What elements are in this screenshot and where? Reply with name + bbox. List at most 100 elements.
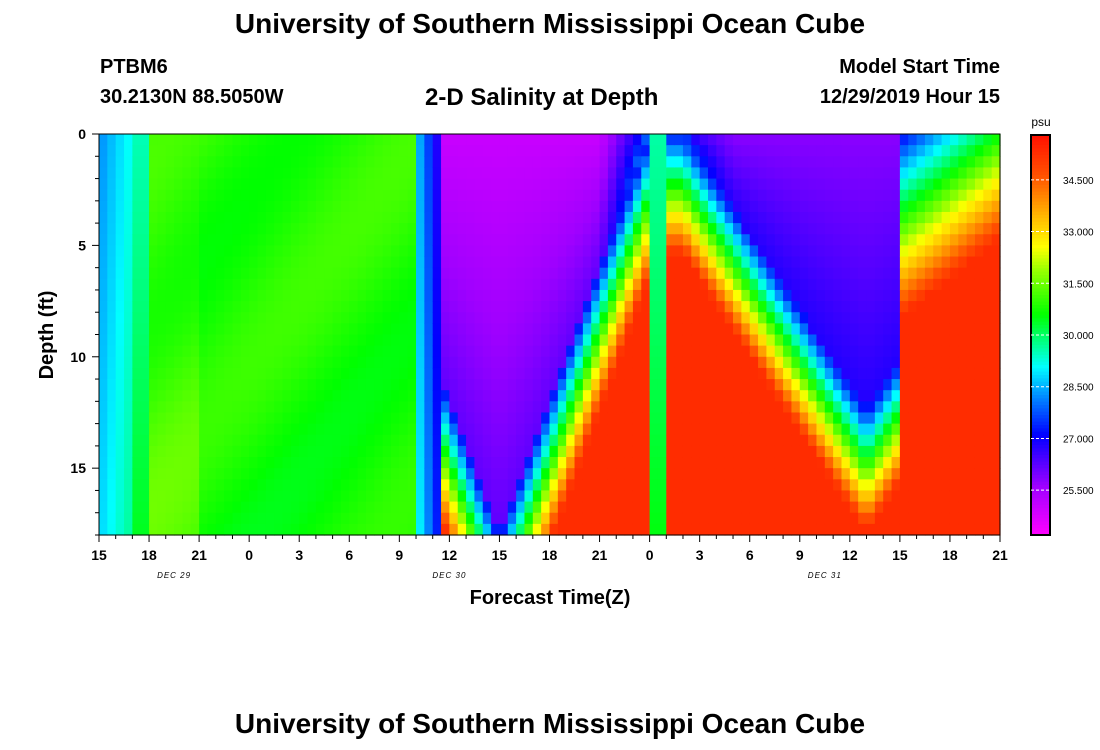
heatmap-cell xyxy=(883,445,893,458)
heatmap-cell xyxy=(491,367,501,380)
heatmap-cell xyxy=(149,379,158,391)
heatmap-cell xyxy=(949,301,959,313)
heatmap-cell xyxy=(199,479,209,492)
heatmap-cell xyxy=(441,167,450,180)
heatmap-cell xyxy=(724,334,734,347)
heatmap-cell xyxy=(282,501,292,514)
heatmap-cell xyxy=(340,390,350,402)
heatmap-cell xyxy=(566,223,576,235)
heatmap-cell xyxy=(774,434,784,447)
heatmap-cell xyxy=(808,423,818,436)
heatmap-cell xyxy=(140,167,150,180)
heatmap-cell xyxy=(941,200,951,213)
heatmap-cell xyxy=(699,245,709,258)
heatmap-cell xyxy=(157,189,167,202)
heatmap-cell xyxy=(582,178,592,191)
heatmap-cell xyxy=(482,512,492,525)
heatmap-cell xyxy=(974,457,984,469)
heatmap-cell xyxy=(365,434,375,447)
heatmap-cell xyxy=(149,445,158,458)
heatmap-cell xyxy=(174,223,184,235)
heatmap-cell xyxy=(749,223,759,235)
heatmap-cell xyxy=(99,457,108,469)
heatmap-cell xyxy=(474,434,484,447)
heatmap-cell xyxy=(532,323,542,336)
heatmap-cell xyxy=(424,445,434,458)
colorbar-band xyxy=(1031,278,1050,283)
colorbar-band xyxy=(1031,298,1050,303)
heatmap-cell xyxy=(199,301,209,313)
heatmap-cell xyxy=(224,479,234,492)
heatmap-cell xyxy=(215,189,225,202)
heatmap-cell xyxy=(307,200,317,213)
heatmap-cell xyxy=(124,223,133,235)
heatmap-cell xyxy=(933,211,943,224)
heatmap-cell xyxy=(649,234,659,246)
heatmap-cell xyxy=(199,234,209,246)
heatmap-cell xyxy=(699,379,709,391)
heatmap-cell xyxy=(99,356,108,369)
heatmap-cell xyxy=(432,312,442,324)
heatmap-cell xyxy=(791,523,801,536)
heatmap-cell xyxy=(858,200,868,213)
heatmap-cell xyxy=(691,278,701,291)
heatmap-cell xyxy=(140,156,150,169)
heatmap-cell xyxy=(924,423,934,436)
heatmap-cell xyxy=(733,390,742,402)
heatmap-cell xyxy=(824,301,834,313)
heatmap-cell xyxy=(491,178,501,191)
heatmap-cell xyxy=(232,412,242,425)
heatmap-cell xyxy=(758,345,767,358)
heatmap-cell xyxy=(541,289,551,302)
heatmap-cell xyxy=(340,379,350,391)
heatmap-cell xyxy=(858,512,868,525)
heatmap-cell xyxy=(791,223,801,235)
heatmap-cell xyxy=(340,367,350,380)
heatmap-cell xyxy=(849,490,859,503)
heatmap-cell xyxy=(149,512,158,525)
heatmap-cell xyxy=(541,211,551,224)
heatmap-cell xyxy=(240,367,250,380)
heatmap-cell xyxy=(833,356,843,369)
heatmap-cell xyxy=(382,434,392,447)
heatmap-cell xyxy=(933,423,943,436)
heatmap-cell xyxy=(641,423,651,436)
heatmap-cell xyxy=(641,134,651,146)
heatmap-cell xyxy=(833,367,843,380)
heatmap-cell xyxy=(607,156,617,169)
heatmap-cell xyxy=(833,523,843,536)
heatmap-cell xyxy=(140,200,150,213)
heatmap-cell xyxy=(190,345,200,358)
heatmap-cell xyxy=(632,423,642,436)
heatmap-cell xyxy=(758,312,767,324)
heatmap-cell xyxy=(849,289,859,302)
heatmap-cell xyxy=(407,289,417,302)
heatmap-cell xyxy=(182,445,192,458)
heatmap-cell xyxy=(324,167,334,180)
heatmap-cell xyxy=(499,490,509,503)
heatmap-cell xyxy=(215,412,225,425)
heatmap-cell xyxy=(682,178,692,191)
heatmap-cell xyxy=(499,312,509,324)
colorbar-band xyxy=(1031,281,1050,286)
heatmap-cell xyxy=(883,367,893,380)
heatmap-cell xyxy=(974,501,984,514)
heatmap-cell xyxy=(232,134,242,146)
heatmap-cell xyxy=(382,134,392,146)
heatmap-cell xyxy=(107,289,117,302)
heatmap-cell xyxy=(733,468,742,480)
heatmap-cell xyxy=(908,523,918,536)
heatmap-cell xyxy=(115,178,125,191)
heatmap-cell xyxy=(432,523,442,536)
heatmap-cell xyxy=(249,189,259,202)
heatmap-cell xyxy=(791,178,801,191)
heatmap-cell xyxy=(791,145,801,157)
heatmap-cell xyxy=(499,390,509,402)
heatmap-cell xyxy=(99,501,108,514)
heatmap-cell xyxy=(157,323,167,336)
heatmap-cell xyxy=(332,289,342,302)
heatmap-cell xyxy=(632,445,642,458)
heatmap-cell xyxy=(265,379,275,391)
heatmap-cell xyxy=(691,345,701,358)
heatmap-cell xyxy=(724,367,734,380)
